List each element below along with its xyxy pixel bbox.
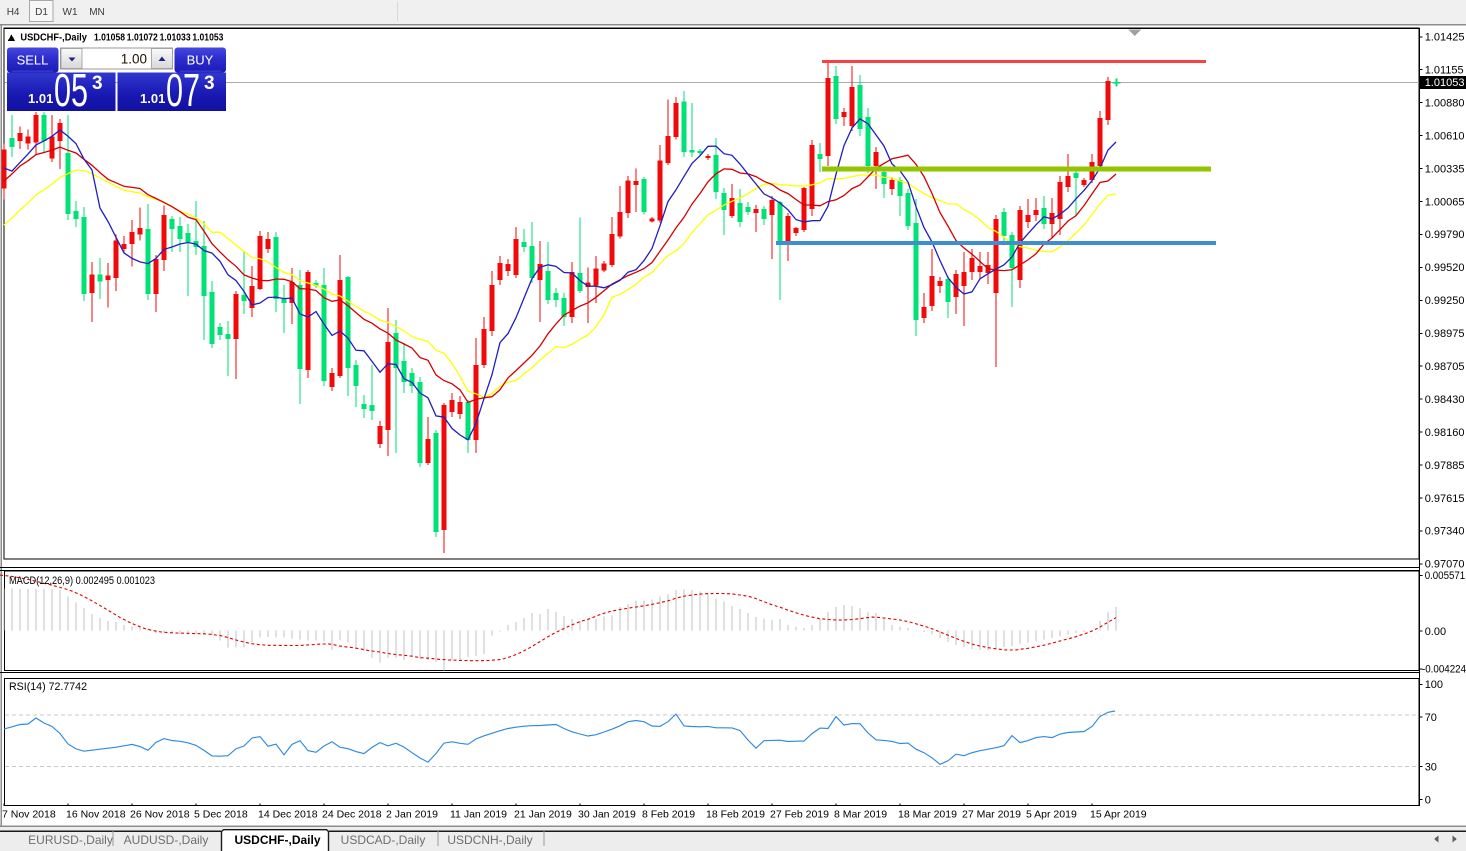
svg-text:0.97885: 0.97885 — [1425, 460, 1465, 472]
svg-text:1.00610: 1.00610 — [1425, 130, 1465, 142]
svg-text:27 Mar 2019: 27 Mar 2019 — [962, 809, 1021, 821]
svg-text:3: 3 — [204, 73, 215, 94]
svg-text:15 Apr 2019: 15 Apr 2019 — [1090, 809, 1147, 821]
svg-text:8 Feb 2019: 8 Feb 2019 — [642, 809, 695, 821]
svg-text:SELL: SELL — [17, 53, 49, 68]
svg-text:1.01053: 1.01053 — [192, 31, 223, 43]
svg-text:70: 70 — [1425, 712, 1437, 724]
svg-text:EURUSD-,Daily: EURUSD-,Daily — [28, 833, 113, 847]
svg-text:RSI(14) 72.7742: RSI(14) 72.7742 — [9, 681, 87, 693]
svg-text:27 Feb 2019: 27 Feb 2019 — [770, 809, 829, 821]
svg-text:07: 07 — [166, 64, 200, 116]
svg-text:1.00: 1.00 — [121, 52, 147, 67]
svg-text:14 Dec 2018: 14 Dec 2018 — [258, 809, 318, 821]
svg-text:7 Nov 2018: 7 Nov 2018 — [2, 809, 56, 821]
svg-text:100: 100 — [1425, 679, 1443, 691]
svg-text:11 Jan 2019: 11 Jan 2019 — [450, 809, 507, 821]
svg-text:USDCHF-,Daily: USDCHF-,Daily — [20, 31, 87, 43]
svg-text:1.01053: 1.01053 — [1425, 77, 1465, 89]
svg-text:5 Dec 2018: 5 Dec 2018 — [194, 809, 248, 821]
svg-text:1.01072: 1.01072 — [127, 31, 158, 43]
svg-text:30 Jan 2019: 30 Jan 2019 — [578, 809, 636, 821]
svg-text:D1: D1 — [35, 7, 48, 18]
svg-text:BUY: BUY — [187, 53, 214, 68]
svg-text:AUDUSD-,Daily: AUDUSD-,Daily — [124, 833, 209, 847]
svg-text:USDCAD-,Daily: USDCAD-,Daily — [341, 833, 426, 847]
svg-text:8 Mar 2019: 8 Mar 2019 — [834, 809, 887, 821]
svg-text:0.97340: 0.97340 — [1425, 526, 1465, 538]
svg-text:W1: W1 — [63, 7, 78, 18]
svg-text:30: 30 — [1425, 761, 1437, 773]
svg-text:0.98430: 0.98430 — [1425, 394, 1465, 406]
svg-text:1.01033: 1.01033 — [160, 31, 191, 43]
svg-text:18 Mar 2019: 18 Mar 2019 — [898, 809, 957, 821]
svg-text:0.98160: 0.98160 — [1425, 427, 1465, 439]
svg-text:0.005571: 0.005571 — [1425, 570, 1466, 582]
svg-text:0.98975: 0.98975 — [1425, 328, 1465, 340]
svg-text:3: 3 — [92, 73, 103, 94]
svg-text:USDCHF-,Daily: USDCHF-,Daily — [234, 833, 320, 847]
svg-text:0.97615: 0.97615 — [1425, 493, 1465, 505]
svg-text:1.01425: 1.01425 — [1425, 32, 1465, 44]
svg-text:05: 05 — [54, 64, 88, 116]
svg-text:1.01155: 1.01155 — [1425, 65, 1464, 77]
svg-text:2 Jan 2019: 2 Jan 2019 — [386, 809, 438, 821]
svg-text:MACD(12,26,9) 0.002495 0.00102: MACD(12,26,9) 0.002495 0.001023 — [9, 575, 155, 587]
svg-text:0.98705: 0.98705 — [1425, 361, 1465, 373]
svg-text:1.01058: 1.01058 — [94, 31, 125, 43]
svg-text:USDCNH-,Daily: USDCNH-,Daily — [447, 833, 532, 847]
svg-text:1.01: 1.01 — [140, 91, 165, 106]
svg-text:1.01: 1.01 — [28, 91, 53, 106]
svg-text:MN: MN — [89, 7, 105, 18]
svg-text:0: 0 — [1425, 795, 1431, 807]
svg-text:H4: H4 — [7, 7, 20, 18]
svg-text:18 Feb 2019: 18 Feb 2019 — [706, 809, 765, 821]
svg-text:0.00: 0.00 — [1425, 626, 1446, 638]
svg-text:26 Nov 2018: 26 Nov 2018 — [130, 809, 190, 821]
svg-text:24 Dec 2018: 24 Dec 2018 — [322, 809, 382, 821]
svg-text:5 Apr 2019: 5 Apr 2019 — [1026, 809, 1077, 821]
svg-text:16 Nov 2018: 16 Nov 2018 — [66, 809, 126, 821]
svg-text:1.00065: 1.00065 — [1425, 196, 1465, 208]
svg-text:0.99250: 0.99250 — [1425, 295, 1465, 307]
svg-text:1.00335: 1.00335 — [1425, 163, 1465, 175]
svg-text:0.97070: 0.97070 — [1425, 559, 1465, 571]
svg-text:21 Jan 2019: 21 Jan 2019 — [514, 809, 572, 821]
svg-text:0.99790: 0.99790 — [1425, 229, 1465, 241]
svg-text:0.99520: 0.99520 — [1425, 262, 1465, 274]
svg-text:1.00880: 1.00880 — [1425, 98, 1465, 110]
svg-text:-0.004224: -0.004224 — [1422, 664, 1466, 676]
